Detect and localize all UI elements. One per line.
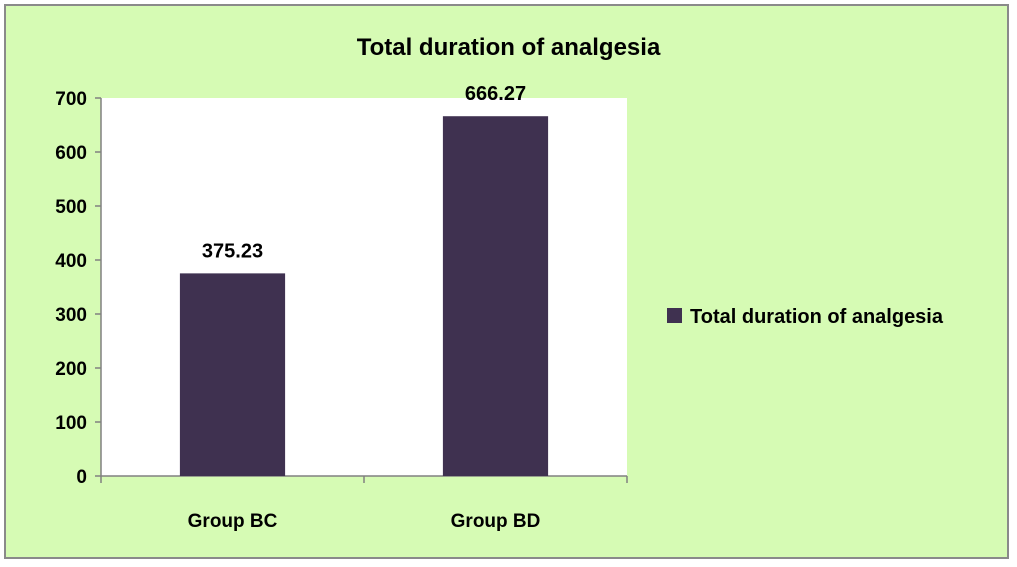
bar — [442, 116, 549, 476]
y-tick-label: 0 — [76, 467, 87, 488]
y-axis: 0 100 200 300 400 500 600 700 — [55, 89, 102, 488]
category-label: Group BC — [188, 511, 278, 532]
legend-label: Total duration of analgesia — [690, 306, 944, 328]
y-tick-label: 400 — [55, 251, 87, 272]
x-axis: Group BC Group BD — [100, 475, 628, 532]
chart-title: Total duration of analgesia — [356, 34, 661, 61]
y-tick-label: 600 — [55, 143, 87, 164]
y-tick-label: 100 — [55, 413, 87, 434]
y-tick-label: 300 — [55, 305, 87, 326]
legend-swatch — [667, 308, 682, 323]
legend: Total duration of analgesia — [667, 306, 944, 328]
y-tick-label: 700 — [55, 89, 87, 110]
y-tick-label: 500 — [55, 197, 87, 218]
bar — [179, 273, 286, 476]
bars: 375.23 666.27 — [179, 83, 549, 476]
data-label: 666.27 — [465, 83, 526, 105]
category-label: Group BD — [451, 511, 541, 532]
y-tick-label: 200 — [55, 359, 87, 380]
data-label: 375.23 — [202, 240, 263, 262]
